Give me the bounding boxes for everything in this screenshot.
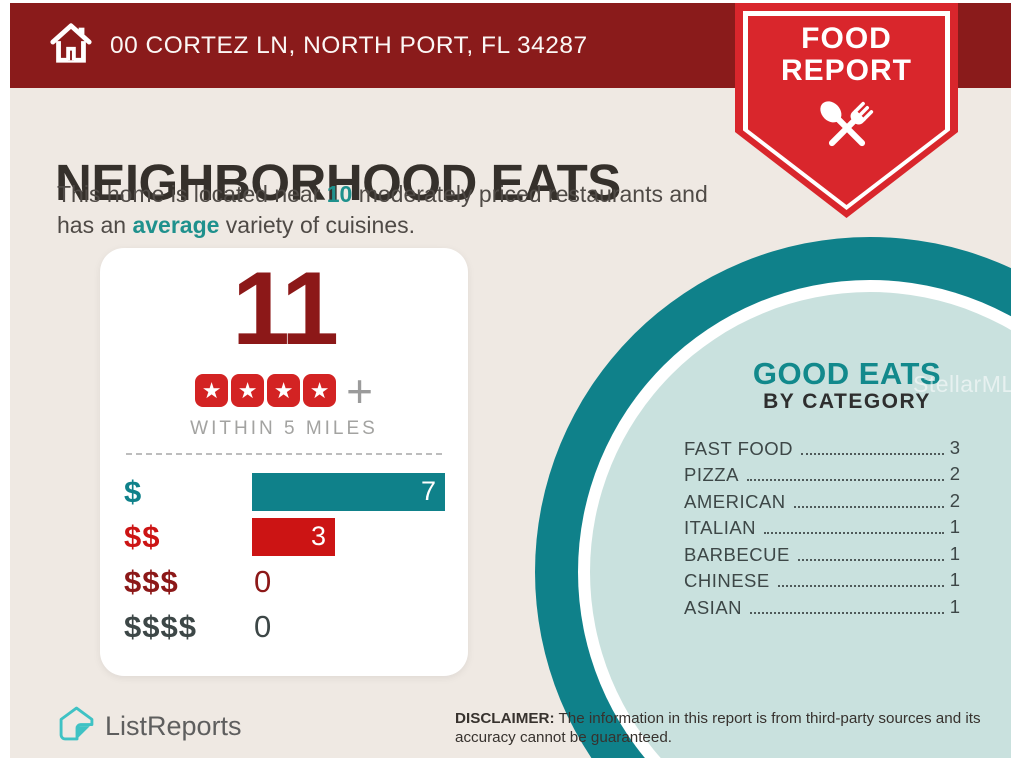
price-label-three-dollar: $$$	[124, 563, 179, 599]
disclaimer-label: DISCLAIMER:	[455, 710, 555, 727]
star-icons: ★ ★ ★ ★	[195, 374, 337, 408]
star-rating: ★ ★ ★ ★ +	[100, 364, 468, 417]
dotted-leader	[750, 611, 944, 614]
dashed-divider	[126, 452, 442, 455]
listreports-wordmark: ListReports	[105, 710, 242, 741]
dotted-leader	[746, 479, 944, 481]
property-address: 00 CORTEZ LN, NORTH PORT, FL 34287	[110, 31, 588, 59]
category-row: AMERICAN 2	[684, 486, 960, 513]
category-row: ITALIAN 1	[684, 513, 960, 540]
dotted-leader	[801, 452, 944, 455]
yelp-star-icon: ★	[231, 374, 265, 408]
good-eats-title: GOOD EATS	[752, 356, 942, 391]
category-name: FAST FOOD	[684, 437, 794, 459]
category-count: 1	[949, 595, 960, 617]
price-bar-one-dollar: 7	[252, 472, 445, 511]
price-bar-zone-two-dollar: 3	[252, 517, 468, 556]
page-subtitle: This home is located near 10 moderately …	[57, 179, 708, 241]
category-row: BARBECUE 1	[684, 539, 960, 566]
badge-title-line1: FOOD	[801, 22, 892, 55]
dotted-leader	[793, 505, 944, 508]
category-list: FAST FOOD 3 PIZZA 2 AMERICAN 2 ITALIAN 1 BARBECU…	[684, 433, 960, 619]
price-tier-chart: $7 $$ 3 $$$ 0 $$$$ 0	[100, 472, 468, 646]
yelp-star-icon: ★	[267, 374, 301, 408]
price-zero-four-dollar: 0	[254, 608, 272, 644]
category-name: CHINESE	[684, 570, 770, 591]
disclaimer-text: The information in this report is from t…	[455, 710, 981, 746]
price-label-two-dollar: $$	[124, 518, 161, 554]
stellar-mls-watermark: StellarMLS	[913, 371, 1011, 397]
category-count: 2	[949, 489, 960, 511]
category-row: PIZZA 2	[684, 460, 960, 487]
subtitle-text-2: moderately priced restaurants and	[352, 181, 708, 207]
price-row-two-dollar: $$ 3	[100, 517, 468, 556]
disclaimer: DISCLAIMER: The information in this repo…	[455, 709, 990, 747]
restaurant-count-accent: 10	[326, 181, 353, 207]
page-title: NEIGHBORHOOD EATS	[55, 154, 621, 212]
price-row-three-dollar: $$$ 0	[100, 563, 468, 601]
dotted-leader	[777, 585, 944, 587]
category-count: 3	[949, 436, 960, 458]
listreports-logo: ListReports	[58, 705, 242, 747]
good-eats-subtitle: BY CATEGORY	[763, 390, 931, 413]
badge-content: FOOD REPORT	[735, 3, 958, 171]
restaurant-summary-card: 11 ★ ★ ★ ★ + WITHIN 5 MILES $7 $$ 3 $$$ 0 $$$$ 0	[100, 248, 468, 676]
subtitle-text-1: This home is located near	[57, 181, 327, 207]
subtitle-text-3: has an	[57, 212, 133, 238]
category-name: BARBECUE	[684, 543, 790, 565]
price-label-one-dollar: $	[124, 473, 143, 509]
category-count: 1	[949, 542, 960, 564]
yelp-star-icon: ★	[195, 374, 229, 408]
report-canvas: 00 CORTEZ LN, NORTH PORT, FL 34287 FOOD …	[10, 3, 1011, 758]
yelp-star-icon: ★	[303, 374, 337, 408]
category-name: ITALIAN	[684, 517, 757, 538]
price-bar-zone-one-dollar: 7	[252, 472, 468, 511]
category-row: FAST FOOD 3	[684, 433, 960, 460]
price-bar-zone-four-dollar: 0	[252, 608, 468, 646]
price-label-four-dollar: $$$$	[124, 608, 197, 644]
good-eats-panel: GOOD EATS BY CATEGORY FAST FOOD 3 PIZZA 2 AM…	[670, 358, 1011, 619]
badge-title-line2: REPORT	[780, 54, 912, 87]
food-report-badge: FOOD REPORT	[735, 3, 958, 218]
crossed-spoon-fork-icon	[735, 90, 958, 171]
restaurant-count: 11	[232, 251, 339, 367]
plus-icon: +	[346, 364, 373, 417]
listreports-house-icon	[58, 705, 95, 747]
price-zero-three-dollar: 0	[254, 563, 272, 599]
category-count: 1	[949, 569, 960, 590]
radius-caption: WITHIN 5 MILES	[190, 417, 378, 439]
price-row-one-dollar: $7	[100, 472, 468, 511]
home-icon	[48, 20, 94, 71]
price-bar-zone-three-dollar: 0	[252, 563, 468, 601]
category-count: 2	[949, 463, 960, 484]
price-bar-two-dollar: 3	[252, 517, 335, 556]
category-count: 1	[949, 516, 960, 537]
subtitle-text-4: variety of cuisines.	[219, 212, 416, 238]
category-row: CHINESE 1	[684, 566, 960, 593]
dotted-leader	[797, 558, 944, 561]
price-row-four-dollar: $$$$ 0	[100, 608, 468, 646]
category-name: PIZZA	[684, 464, 739, 485]
category-name: AMERICAN	[684, 490, 786, 512]
dotted-leader	[764, 532, 944, 534]
category-row: ASIAN 1	[684, 592, 960, 619]
variety-accent: average	[132, 212, 220, 238]
category-name: ASIAN	[684, 596, 743, 618]
